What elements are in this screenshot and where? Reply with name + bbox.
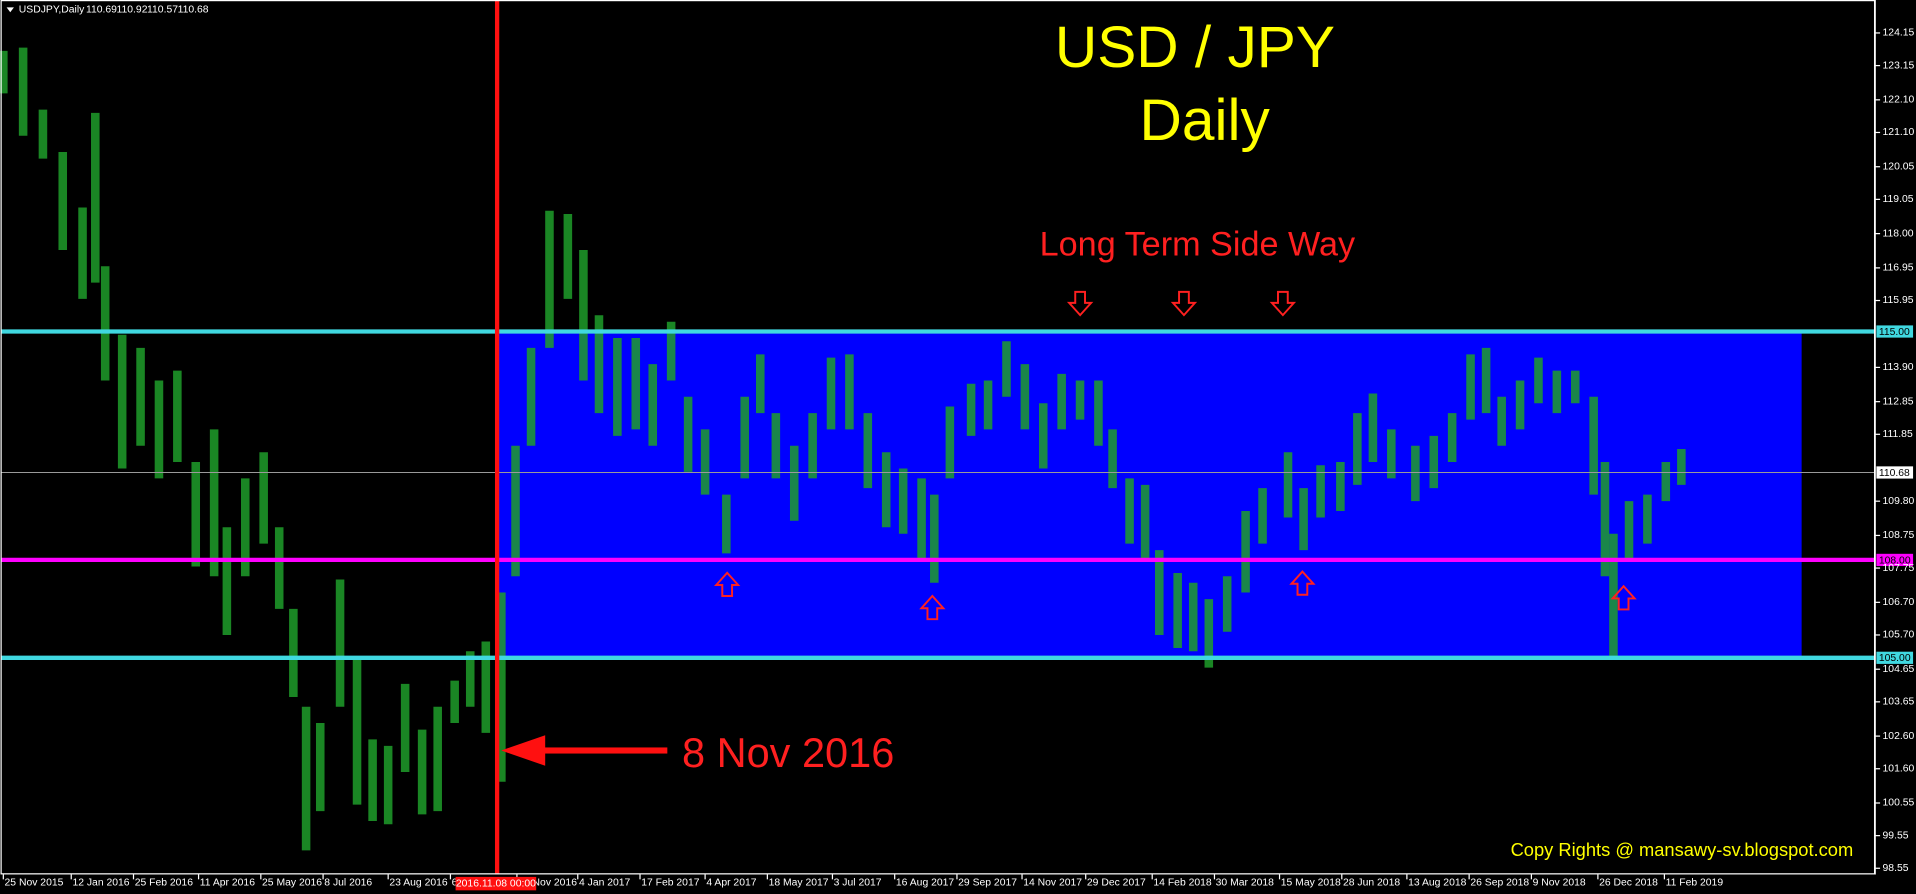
x-tick-label: 14 Nov 2017: [1023, 878, 1082, 889]
x-tick-label: 26 Dec 2018: [1599, 878, 1658, 889]
chart-subtitle: Daily: [1140, 88, 1271, 153]
level-tag: [1876, 325, 1914, 338]
y-tick-label: 106.70: [1883, 597, 1915, 608]
up-arrows: [713, 570, 1637, 621]
x-tick-label: 13 Aug 2018: [1408, 878, 1467, 889]
x-tick-label: 12 Jan 2016: [72, 878, 129, 889]
level-label: 115.00: [1879, 327, 1910, 338]
y-tick-label: 116.95: [1883, 263, 1914, 274]
y-tick-label: 100.55: [1883, 798, 1915, 809]
y-tick-label: 101.60: [1883, 763, 1915, 774]
x-tick-label: 18 May 2017: [769, 878, 829, 889]
x-tick-label: 25 May 2016: [262, 878, 322, 889]
y-tick-label: 103.65: [1883, 697, 1915, 708]
header-menu-icon: [6, 7, 14, 13]
header-low: 110.57: [147, 5, 178, 16]
y-tick-label: 99.55: [1883, 830, 1909, 841]
y-tick-label: 118.00: [1883, 228, 1914, 239]
x-tick-label: 11 Apr 2016: [200, 878, 255, 889]
header-open: 110.69: [86, 5, 117, 16]
event-axis-tag: [455, 876, 537, 891]
x-tick-label: 3 Jul 2017: [834, 878, 882, 889]
header-high: 110.92: [117, 5, 148, 16]
x-tick-label: 25 Nov 2015: [5, 878, 64, 889]
x-tick-label: 16 Aug 2017: [896, 878, 955, 889]
event-axis-label: 2016.11.08 00:00: [456, 878, 536, 889]
y-tick-label: 104.65: [1883, 664, 1915, 675]
chart-title: USD / JPY: [1055, 15, 1335, 80]
y-tick-label: 105.70: [1883, 630, 1915, 641]
x-tick-label: 22 Nov 2016: [518, 878, 577, 889]
down-arrows: [1066, 290, 1297, 317]
y-tick-label: 108.75: [1883, 530, 1915, 541]
x-tick-label: 15 May 2018: [1281, 878, 1341, 889]
event-label: 8 Nov 2016: [682, 729, 894, 776]
x-tick-label: 25 Feb 2016: [135, 878, 193, 889]
y-tick-label: 121.10: [1883, 127, 1915, 138]
header-symbol: USDJPY,Daily: [19, 5, 85, 16]
y-tick-label: 109.80: [1883, 496, 1915, 507]
level-tag: [1876, 466, 1914, 479]
x-tick-label: 29 Sep 2017: [958, 878, 1017, 889]
y-tick-label: 124.15: [1883, 28, 1915, 39]
x-tick-label: 4 Jan 2017: [579, 878, 631, 889]
y-tick-label: 102.60: [1883, 731, 1915, 742]
level-label: 105.00: [1879, 653, 1911, 664]
level-tag: [1876, 651, 1914, 664]
y-tick-label: 122.10: [1883, 95, 1915, 106]
level-label: 110.68: [1879, 468, 1910, 479]
x-tick-label: 26 Sep 2018: [1470, 878, 1529, 889]
y-tick-label: 98.55: [1883, 863, 1909, 874]
x-tick-label: 4 Apr 2017: [706, 878, 756, 889]
y-tick-label: 111.85: [1883, 429, 1913, 440]
y-tick-label: 112.85: [1883, 396, 1914, 407]
copyright: Copy Rights @ mansawy-sv.blogspot.com: [1511, 839, 1854, 860]
y-tick-label: 107.75: [1883, 563, 1915, 574]
level-label: 108.00: [1879, 555, 1911, 566]
annotation: Long Term Side Way: [1040, 226, 1356, 264]
y-tick-label: 123.15: [1883, 60, 1915, 71]
y-tick-label: 119.05: [1883, 194, 1914, 205]
x-tick-label: 30 Mar 2018: [1216, 878, 1274, 889]
x-tick-label: 8 Jul 2016: [324, 878, 372, 889]
header-close: 110.68: [178, 5, 209, 16]
y-tick-label: 113.90: [1883, 362, 1914, 373]
x-tick-label: 11 Feb 2019: [1666, 878, 1724, 889]
x-tick-label: 14 Feb 2018: [1153, 878, 1211, 889]
x-tick-label: 28 Jun 2018: [1343, 878, 1400, 889]
event-arrow: [501, 735, 668, 766]
x-tick-label: 23 Aug 2016: [389, 878, 448, 889]
y-tick-label: 115.95: [1883, 295, 1914, 306]
x-tick-label: 17 Feb 2017: [641, 878, 699, 889]
y-tick-label: 120.05: [1883, 161, 1915, 172]
level-tag: [1876, 553, 1914, 567]
x-tick-label: 29 Dec 2017: [1087, 878, 1146, 889]
x-tick-label: 9 Nov 2018: [1533, 878, 1586, 889]
